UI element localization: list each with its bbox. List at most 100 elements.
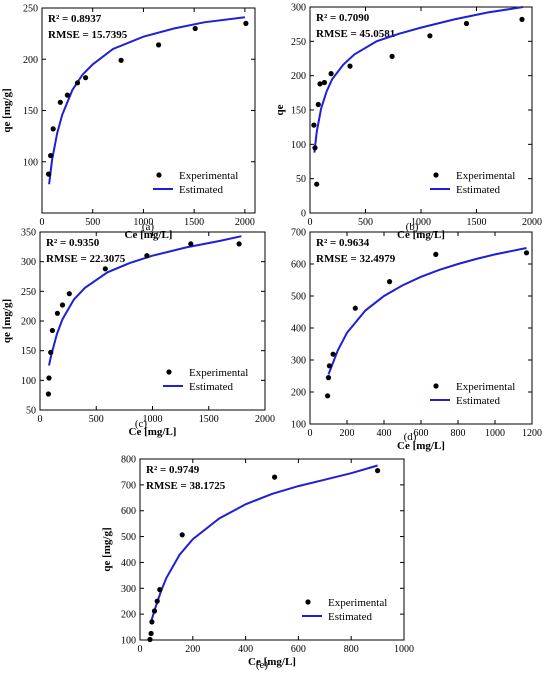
y-axis-label: qe [mg/g] xyxy=(1,299,13,343)
experimental-point xyxy=(49,327,56,334)
legend-label-estimated: Estimated xyxy=(456,184,500,196)
y-tick-label: 150 xyxy=(291,106,306,117)
estimated-curve xyxy=(327,247,527,375)
rmse-label: RMSE = 22.3075 xyxy=(46,253,126,265)
experimental-point xyxy=(156,42,162,48)
x-tick-label: 1000 xyxy=(143,414,163,425)
x-tick-label: 0 xyxy=(308,217,313,228)
rmse-label: RMSE = 45.0581 xyxy=(316,28,395,40)
panel-caption: (d) xyxy=(404,431,417,443)
y-tick-label: 600 xyxy=(291,260,306,271)
r-squared-label: R² = 0.8937 xyxy=(48,13,102,25)
x-tick-label: 1000 xyxy=(485,428,505,439)
legend-label-experimental: Experimental xyxy=(456,381,515,393)
y-tick-label: 100 xyxy=(23,157,38,168)
experimental-point xyxy=(118,57,124,63)
y-tick-label: 300 xyxy=(291,356,306,367)
x-tick-label: 2000 xyxy=(522,217,542,228)
experimental-point xyxy=(179,532,185,538)
experimental-point xyxy=(312,145,318,151)
x-tick-label: 1000 xyxy=(411,217,431,228)
experimental-point xyxy=(57,99,63,105)
experimental-point xyxy=(83,75,89,81)
experimental-point xyxy=(188,241,194,247)
experimental-point xyxy=(347,63,353,69)
x-tick-label: 200 xyxy=(340,428,355,439)
experimental-point xyxy=(375,468,381,474)
y-axis-label: qe xyxy=(274,104,286,115)
y-tick-label: 100 xyxy=(121,636,136,647)
y-tick-label: 800 xyxy=(121,455,136,466)
legend-label-experimental: Experimental xyxy=(456,170,515,182)
experimental-point xyxy=(74,80,81,86)
estimated-curve xyxy=(313,6,524,153)
legend-label-estimated: Estimated xyxy=(456,395,500,407)
y-tick-label: 200 xyxy=(121,610,136,621)
legend-marker-experimental xyxy=(166,369,172,375)
y-tick-label: 200 xyxy=(21,317,36,328)
x-axis-label: Ce [mg/L] xyxy=(129,426,177,438)
y-tick-label: 100 xyxy=(291,140,306,151)
experimental-point xyxy=(315,101,321,108)
experimental-point xyxy=(387,279,393,285)
panel-caption: (e) xyxy=(256,659,269,671)
experimental-point xyxy=(463,20,470,27)
experimental-point xyxy=(192,25,198,32)
experimental-point xyxy=(519,16,525,22)
experimental-point xyxy=(325,375,332,381)
experimental-point xyxy=(54,310,61,316)
x-tick-label: 200 xyxy=(185,644,200,655)
x-tick-label: 0 xyxy=(308,428,313,439)
y-tick-label: 300 xyxy=(121,584,136,595)
x-tick-label: 600 xyxy=(291,644,306,655)
x-tick-label: 500 xyxy=(358,217,373,228)
y-tick-label: 250 xyxy=(21,287,36,298)
y-tick-label: 700 xyxy=(291,228,306,239)
r-squared-label: R² = 0.9749 xyxy=(146,464,200,476)
experimental-point xyxy=(236,241,242,247)
x-tick-label: 0 xyxy=(38,414,43,425)
experimental-point xyxy=(157,587,163,593)
experimental-point xyxy=(317,81,323,87)
x-tick-label: 2000 xyxy=(235,217,255,228)
experimental-point xyxy=(151,608,158,614)
experimental-point xyxy=(59,302,66,308)
panel-caption: (a) xyxy=(142,221,155,233)
experimental-point xyxy=(311,122,317,128)
experimental-point xyxy=(102,266,108,272)
r-squared-label: R² = 0.9350 xyxy=(46,237,100,249)
y-tick-label: 700 xyxy=(121,480,136,491)
experimental-point xyxy=(321,79,327,86)
legend-label-estimated: Estimated xyxy=(189,381,233,393)
experimental-point xyxy=(148,630,154,637)
legend-label-experimental: Experimental xyxy=(179,170,238,182)
panel-caption: (b) xyxy=(406,221,419,233)
rmse-label: RMSE = 38.1725 xyxy=(146,480,226,492)
experimental-point xyxy=(314,181,320,187)
x-tick-label: 500 xyxy=(85,217,100,228)
x-tick-label: 400 xyxy=(377,428,392,439)
x-tick-label: 0 xyxy=(40,217,45,228)
chart-panel: 0 200 400 600 800 1000 100 200 300 400 500 600 700 80… xyxy=(101,455,414,672)
estimated-curve xyxy=(48,235,242,366)
experimental-point xyxy=(144,253,150,259)
experimental-point xyxy=(243,20,249,26)
x-tick-label: 1200 xyxy=(522,428,542,439)
y-tick-label: 200 xyxy=(291,71,306,82)
y-tick-label: 150 xyxy=(23,106,38,117)
y-tick-label: 400 xyxy=(121,558,136,569)
x-tick-label: 1000 xyxy=(133,217,153,228)
experimental-point xyxy=(149,619,155,625)
y-tick-label: 500 xyxy=(121,532,136,543)
rmse-label: RMSE = 15.7395 xyxy=(48,29,128,41)
y-tick-label: 100 xyxy=(291,420,306,431)
y-tick-label: 250 xyxy=(23,4,38,15)
experimental-point xyxy=(427,33,433,39)
chart-panel: 0 500 1000 1500 2000 50 100 150 200 250 300 350 Ce [… xyxy=(1,228,275,439)
x-axis-label: Ce [mg/L] xyxy=(248,656,296,668)
y-tick-label: 200 xyxy=(291,388,306,399)
y-tick-label: 0 xyxy=(301,209,306,220)
legend-marker-experimental xyxy=(433,383,439,389)
y-tick-label: 350 xyxy=(21,228,36,239)
r-squared-label: R² = 0.7090 xyxy=(316,12,370,24)
